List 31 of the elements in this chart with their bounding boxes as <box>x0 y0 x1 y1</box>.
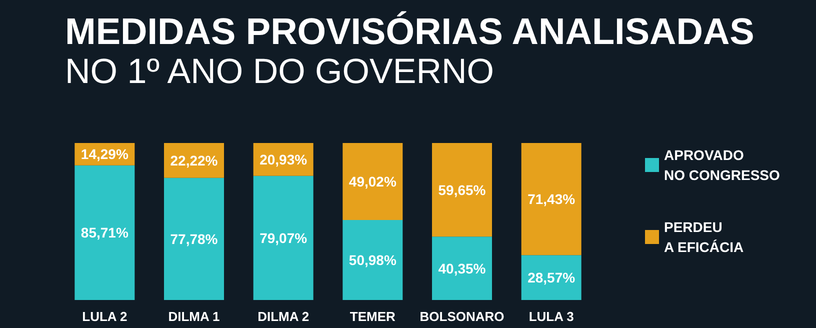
data-label: 14,29% <box>80 146 129 162</box>
x-tick-label: TEMER <box>350 309 396 324</box>
data-label: 22,22% <box>170 152 218 168</box>
x-tick-label: DILMA 1 <box>168 309 220 324</box>
bar <box>253 176 314 300</box>
data-label: 20,93% <box>260 151 308 168</box>
bar <box>164 178 224 300</box>
bar <box>432 143 492 237</box>
bar <box>342 143 403 220</box>
x-tick-label: DILMA 2 <box>258 309 310 324</box>
bar <box>521 255 582 300</box>
data-label: 77,78% <box>170 230 218 247</box>
legend-label: PERDEU A EFICÁCIA <box>664 219 744 255</box>
data-label: 85,71% <box>80 224 129 241</box>
bar <box>342 220 403 300</box>
data-label: 50,98% <box>348 252 397 268</box>
x-tick-label: LULA 2 <box>82 309 128 324</box>
bar <box>521 143 582 256</box>
data-label: 28,57% <box>528 270 576 286</box>
bar <box>74 165 135 300</box>
bar <box>432 236 492 300</box>
chart-title: MEDIDAS PROVISÓRIAS ANALISADAS <box>65 11 754 52</box>
x-tick-label: LULA 3 <box>528 309 574 324</box>
chart-subtitle: NO 1º ANO DO GOVERNO <box>65 52 494 91</box>
x-tick-label: BOLSONARO <box>420 309 504 324</box>
data-label: 40,35% <box>438 260 486 276</box>
data-label: 71,43% <box>528 191 576 208</box>
data-label: 79,07% <box>260 230 308 246</box>
data-label: 49,02% <box>348 173 397 190</box>
data-label: 59,65% <box>438 182 486 198</box>
legend-label: APROVADO NO CONGRESSO <box>664 147 780 183</box>
